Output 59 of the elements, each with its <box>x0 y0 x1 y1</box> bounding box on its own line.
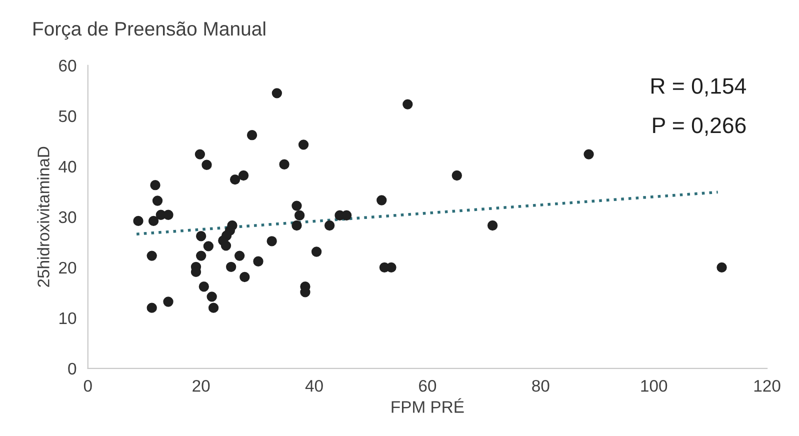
y-tick-label: 60 <box>59 60 76 72</box>
y-axis-title: 25hidroxivitaminaD <box>37 146 50 287</box>
x-tick-label: 120 <box>754 380 780 392</box>
x-tick-label: 40 <box>305 380 323 392</box>
point <box>194 149 206 160</box>
point <box>146 250 157 261</box>
y-tick-label: 0 <box>68 362 76 375</box>
point <box>386 262 396 272</box>
point <box>716 262 727 272</box>
x-tick-label: 60 <box>419 380 436 392</box>
x-axis-title: FPM PRÉ <box>392 398 464 413</box>
point <box>279 159 290 170</box>
point <box>298 140 309 150</box>
y-tick-label: 20 <box>59 262 76 274</box>
point <box>152 196 163 206</box>
point <box>150 180 160 190</box>
point <box>146 302 157 313</box>
point <box>311 246 322 257</box>
point <box>133 216 144 226</box>
y-tick-label: 30 <box>58 211 76 224</box>
point <box>198 282 209 292</box>
x-tick-label: 20 <box>192 380 210 392</box>
x-tick-label: 0 <box>84 380 92 392</box>
point <box>292 220 302 231</box>
annotation: R = 0,154 <box>652 78 746 96</box>
annotation: P = 0,266 <box>653 118 746 136</box>
point <box>240 272 250 282</box>
point <box>402 99 413 110</box>
y-tick-label: 10 <box>60 312 76 324</box>
point <box>202 160 212 170</box>
point <box>148 216 159 226</box>
point <box>226 262 236 272</box>
point <box>230 174 240 185</box>
point <box>266 236 277 246</box>
y-tick-label: 50 <box>58 110 76 122</box>
point <box>196 231 206 242</box>
chart-title: Força de Preensão Manual <box>34 21 266 40</box>
point <box>208 302 219 313</box>
point <box>163 296 174 307</box>
point <box>163 210 174 220</box>
point <box>253 256 264 266</box>
point <box>324 220 335 231</box>
point <box>292 200 302 211</box>
point <box>452 170 462 181</box>
point <box>238 170 249 181</box>
y-tick-label: 40 <box>58 160 76 173</box>
point <box>220 240 232 251</box>
point <box>234 250 245 261</box>
point <box>272 88 282 98</box>
x-tick-label: 80 <box>532 380 550 392</box>
point <box>487 220 498 231</box>
point <box>206 292 217 302</box>
point <box>584 149 594 160</box>
point <box>203 241 214 252</box>
point <box>196 250 206 261</box>
point <box>246 130 258 140</box>
x-tick-label: 100 <box>641 380 668 392</box>
point <box>294 210 305 220</box>
point <box>376 195 387 206</box>
